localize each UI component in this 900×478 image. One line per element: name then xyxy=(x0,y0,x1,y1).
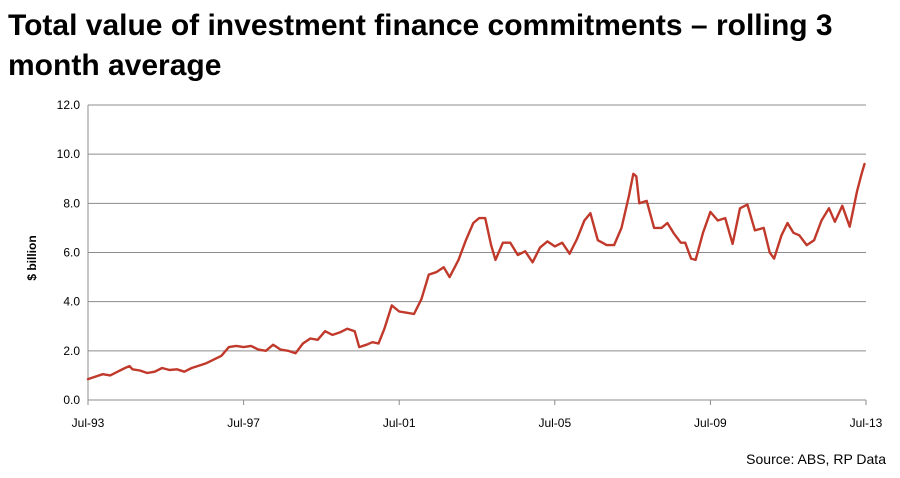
y-tick-label: 10.0 xyxy=(57,147,81,161)
y-tick-labels: 0.0 2.0 4.0 6.0 8.0 10.0 12.0 xyxy=(57,98,81,407)
x-tick-label: Jul-97 xyxy=(227,416,260,430)
grid-lines xyxy=(88,104,866,352)
x-tick-label: Jul-93 xyxy=(72,416,105,430)
y-tick-label: 12.0 xyxy=(57,98,81,112)
y-axis-label: $ billion xyxy=(25,235,39,280)
y-tick-label: 4.0 xyxy=(63,295,80,309)
x-tick-label: Jul-01 xyxy=(383,416,416,430)
y-tick-label: 6.0 xyxy=(63,246,80,260)
source-note: Source: ABS, RP Data xyxy=(746,451,886,467)
y-tick-label: 8.0 xyxy=(63,196,80,210)
x-tick-label: Jul-05 xyxy=(538,416,571,430)
series-layer xyxy=(86,162,866,381)
x-tick-label: Jul-13 xyxy=(850,416,883,430)
x-tick-labels: Jul-93 Jul-97 Jul-01 Jul-05 Jul-09 Jul-13 xyxy=(72,400,883,430)
y-tick-label: 0.0 xyxy=(63,393,80,407)
y-tick-label: 2.0 xyxy=(63,344,80,358)
axes xyxy=(87,105,866,401)
series-line xyxy=(86,162,866,381)
x-tick-label: Jul-09 xyxy=(694,416,727,430)
chart-title: Total value of investment finance commit… xyxy=(8,9,833,82)
